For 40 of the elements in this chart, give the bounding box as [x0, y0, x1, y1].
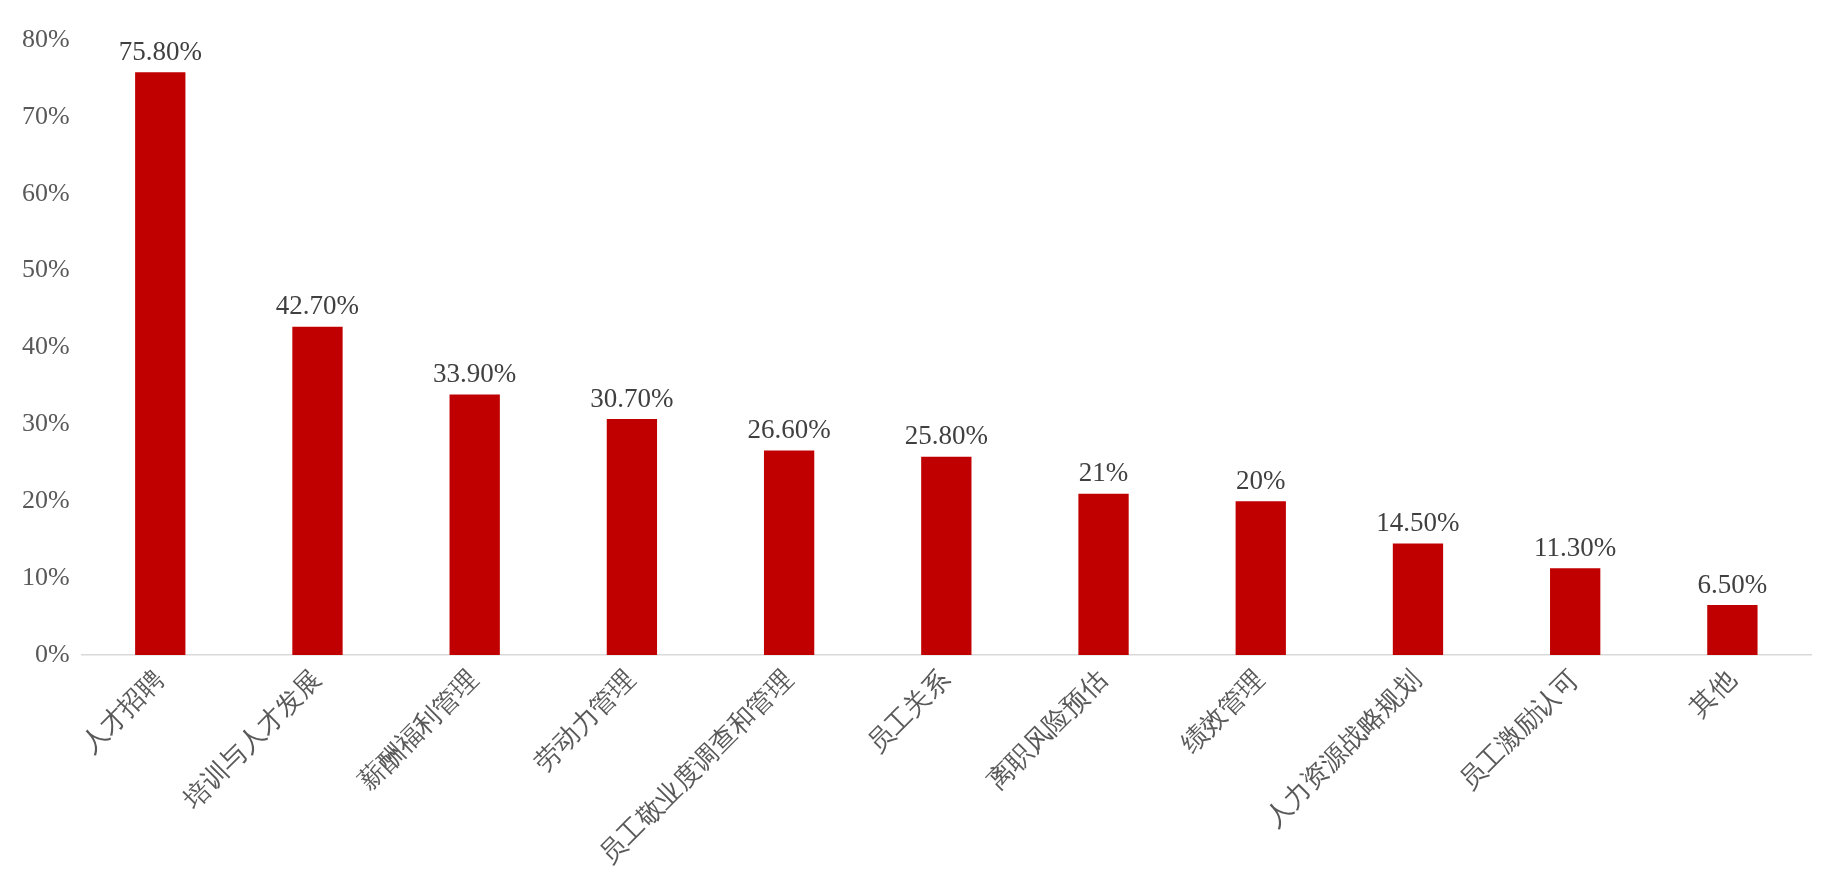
bar [921, 456, 972, 656]
y-tick-label: 20% [21, 485, 70, 515]
y-tick-label: 60% [21, 177, 70, 207]
data-label: 21% [1078, 457, 1129, 488]
bar [135, 72, 186, 656]
data-label: 6.50% [1697, 568, 1768, 599]
data-label: 25.80% [904, 420, 988, 451]
x-tick-label: 绩效管理 [1175, 664, 1270, 759]
x-tick-label: 其他 [1684, 664, 1742, 722]
bar [449, 394, 500, 656]
bar [1550, 568, 1601, 656]
bar [1707, 605, 1758, 656]
y-tick-label: 40% [21, 331, 70, 361]
x-tick-label: 员工关系 [861, 664, 956, 759]
data-label: 33.90% [433, 358, 517, 389]
data-label: 75.80% [118, 35, 202, 66]
x-tick-label: 薪酬福利管理 [352, 664, 484, 796]
y-tick-label: 30% [21, 408, 70, 438]
y-tick-label: 70% [21, 100, 70, 130]
y-tick-label: 0% [34, 638, 70, 668]
data-label: 20% [1236, 464, 1286, 495]
x-tick-label: 劳动力管理 [528, 664, 641, 778]
bar [1235, 501, 1286, 656]
bar [292, 326, 343, 656]
x-tick-label: 人才招聘 [75, 664, 170, 759]
data-label: 14.50% [1376, 507, 1460, 538]
data-label: 26.60% [747, 414, 831, 445]
x-tick-label: 员工激励认可 [1453, 664, 1585, 796]
x-tick-label: 离职风险预估 [981, 664, 1113, 796]
y-tick-label: 50% [21, 254, 70, 284]
data-label: 42.70% [275, 290, 360, 321]
y-tick-label: 10% [21, 562, 70, 592]
data-label: 30.70% [590, 382, 674, 413]
bar [1078, 493, 1129, 656]
bar [606, 419, 658, 656]
data-label: 11.30% [1534, 531, 1617, 562]
x-tick-label: 培训与人才发展 [176, 664, 327, 815]
bar [1392, 543, 1444, 656]
y-tick-label: 80% [21, 23, 70, 53]
bar [763, 450, 815, 656]
